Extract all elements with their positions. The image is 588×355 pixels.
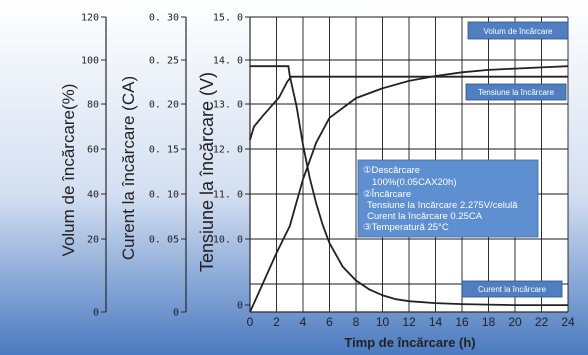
label-volume: Volum de încărcare: [467, 21, 569, 40]
x-tick-label-1: 2: [273, 315, 280, 329]
label-voltage-box: [465, 83, 567, 101]
x-tick-label-0: 0: [247, 315, 254, 329]
x-tick-label-6: 12: [402, 315, 416, 329]
x-tick-label-9: 18: [482, 315, 496, 329]
y-tick-label-volume-6: 0: [93, 308, 99, 319]
y-tick-label-voltage-6: 0: [237, 301, 243, 312]
annotation-line-2: 100%(0.05CAX20h): [372, 177, 457, 188]
y-tick-label-volume-0: 120: [81, 13, 99, 24]
series-voltage-line: [249, 75, 568, 141]
series-volume-line: [249, 65, 569, 313]
annotation-line-4: Tensiune la încărcare 2.275V/celulă: [367, 200, 518, 211]
y-tick-label-current-6: 0: [173, 308, 179, 319]
label-current-box: [461, 280, 563, 298]
x-axis-title: Timp de încărcare (h): [344, 335, 475, 350]
conditions-annotation: ①Descărcare 100%(0.05CAX20h) ②Încărcare …: [357, 159, 539, 238]
series-layer: [249, 65, 569, 313]
y-tick-label-current-2: 0. 20: [149, 100, 179, 111]
label-volume-box: [467, 21, 569, 40]
y-axis-title-voltage: Tensiune la încărcare (V): [197, 72, 217, 272]
annotation-line-3: ②Încărcare: [363, 189, 411, 200]
x-tick-label-10: 20: [508, 315, 522, 329]
y-tick-label-current-3: 0. 15: [149, 145, 179, 156]
x-tick-label-12: 24: [561, 315, 575, 329]
y-tick-label-current-0: 0. 30: [149, 13, 179, 24]
label-current: Curent la încărcare: [461, 280, 563, 298]
x-tick-label-4: 8: [353, 315, 360, 329]
y-axis-title-current: Curent la încărcare (CA): [119, 76, 138, 260]
y-tick-label-volume-4: 40: [87, 190, 99, 201]
y-tick-label-voltage-1: 14. 0: [213, 56, 243, 67]
annotation-line-6: ③Temperatură 25°C: [363, 222, 449, 233]
x-tick-label-5: 10: [376, 315, 390, 329]
series-current-line: [250, 65, 568, 306]
x-tick-label-11: 22: [535, 315, 549, 329]
x-tick-label-3: 6: [326, 315, 333, 329]
y-tick-label-volume-3: 60: [87, 145, 99, 156]
label-voltage-text: Tensiune la încărcare: [478, 88, 555, 97]
y-tick-label-volume-5: 20: [87, 235, 99, 246]
y-tick-label-current-1: 0. 25: [149, 56, 179, 67]
y-tick-label-volume-1: 100: [81, 56, 99, 67]
label-voltage: Tensiune la încărcare: [465, 83, 567, 101]
annotation-line-1: ①Descărcare: [363, 165, 420, 176]
y-tick-label-voltage-4: 11. 0: [213, 190, 243, 201]
y-tick-label-voltage-3: 12. 0: [213, 145, 243, 156]
y-tick-label-voltage-5: 10. 0: [213, 235, 243, 246]
x-tick-label-2: 4: [300, 315, 307, 329]
x-tick-label-7: 14: [429, 315, 443, 329]
y-tick-label-current-5: 0. 05: [149, 235, 179, 246]
y-axis-title-volume: Volum de încărcare(%): [59, 84, 78, 257]
y-tick-label-voltage-0: 15. 0: [213, 13, 243, 24]
annotation-line-5: Curent la încărcare 0.25CA: [367, 211, 483, 222]
y-tick-label-current-4: 0. 10: [149, 190, 179, 201]
annotation-box: [357, 159, 539, 238]
label-volume-text: Volum de încărcare: [484, 27, 553, 36]
x-tick-label-8: 16: [455, 315, 469, 329]
y-tick-label-voltage-2: 13. 0: [213, 100, 243, 111]
y-tick-label-volume-2: 80: [87, 100, 99, 111]
label-current-text: Curent la încărcare: [478, 285, 547, 294]
